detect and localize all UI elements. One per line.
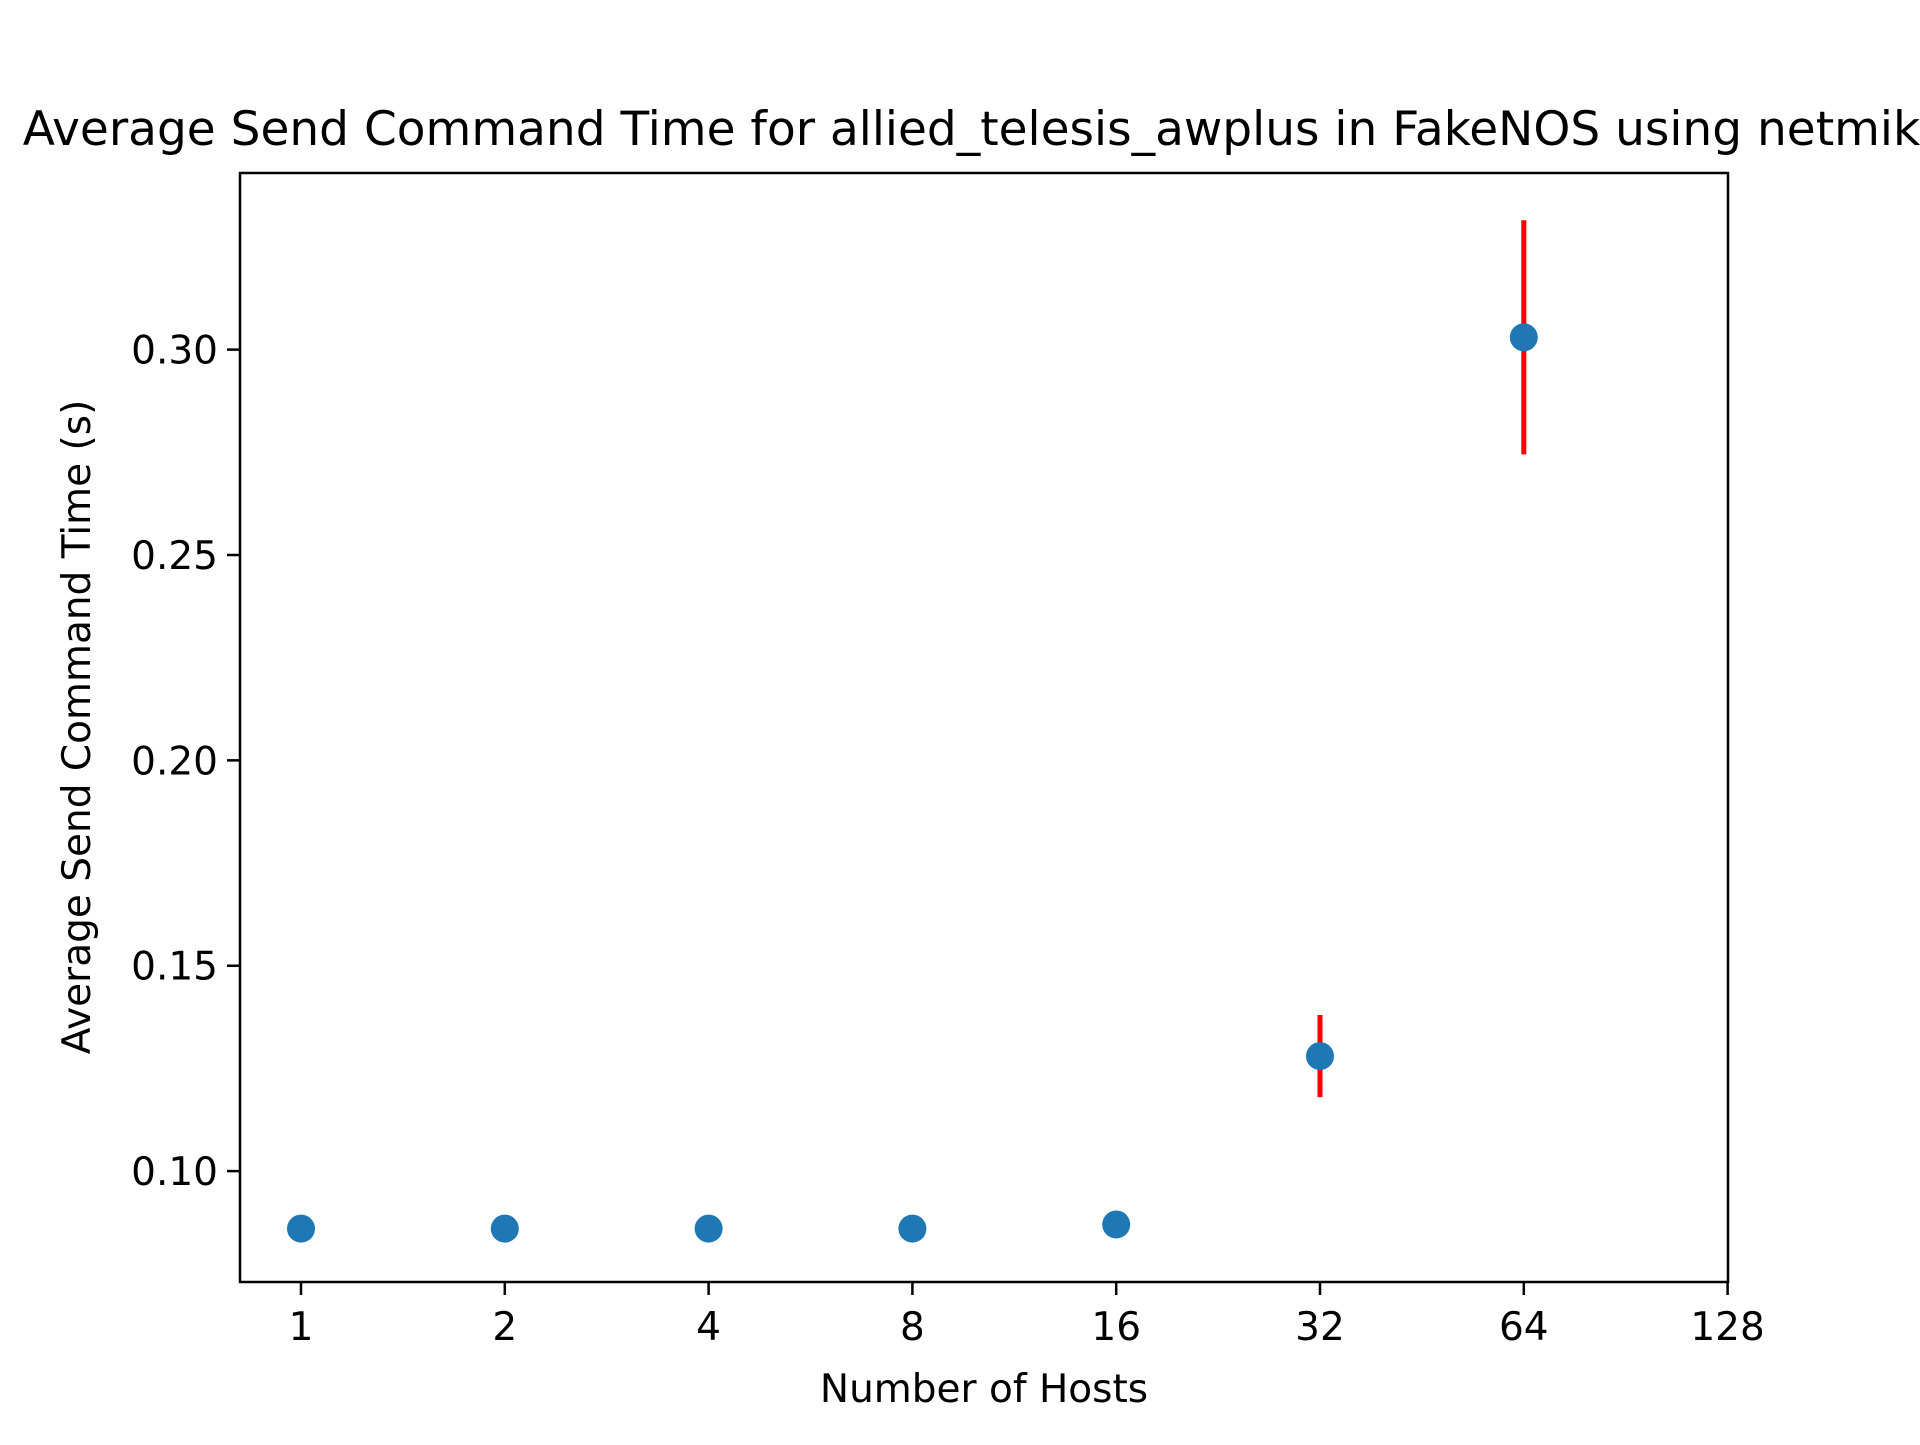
data-point [1102,1210,1131,1239]
x-tick-label: 128 [1690,1305,1764,1350]
plot-frame [238,171,1730,1284]
y-axis-label: Average Send Command Time (s) [55,400,100,1055]
plot-layer [287,220,1538,1243]
y-tick-label: 0.10 [131,1150,218,1195]
x-axis-label: Number of Hosts [820,1367,1148,1412]
data-point [1509,323,1538,352]
y-tick-label: 0.25 [131,534,218,579]
x-tick-label: 8 [900,1305,925,1350]
x-tick-label: 32 [1295,1305,1345,1350]
x-axis: 1 2 4 8 16 32 64 128 [289,1282,1765,1350]
y-tick-label: 0.15 [131,945,218,990]
data-point [490,1214,519,1243]
data-point [1306,1042,1334,1071]
data-point [694,1214,723,1243]
x-tick-label: 4 [696,1305,721,1350]
x-tick-label: 1 [289,1305,314,1350]
x-tick-label: 64 [1499,1305,1549,1350]
x-tick-label: 16 [1091,1305,1141,1350]
y-tick-label: 0.30 [131,329,218,374]
data-point [898,1214,927,1243]
data-point [287,1214,315,1243]
y-tick-label: 0.20 [131,739,218,784]
y-axis: 0.10 0.15 0.20 0.25 0.30 [131,329,240,1195]
chart-title: Average Send Command Time for allied_tel… [23,102,1920,157]
x-tick-label: 2 [492,1305,517,1350]
